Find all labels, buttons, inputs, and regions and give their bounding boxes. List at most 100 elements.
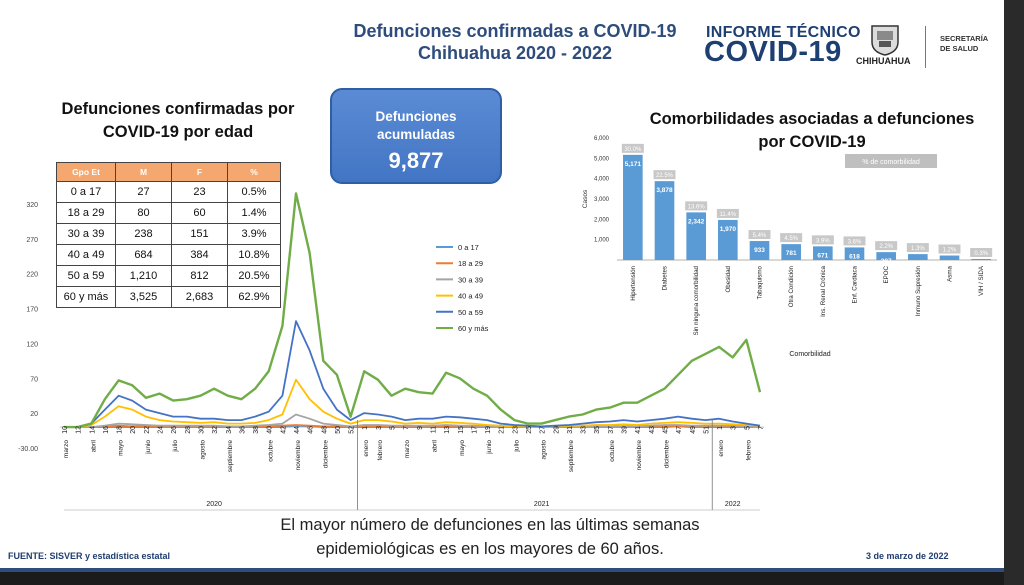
line-month-label: febrero <box>745 440 752 461</box>
line-week-label: 27 <box>540 426 547 434</box>
bar-legend-swatch <box>845 154 937 168</box>
table-cell: 40 a 49 <box>56 244 116 266</box>
bar-percent-badge <box>653 170 676 180</box>
bar-percent-badge <box>843 236 866 246</box>
conclusion-note: El mayor número de defunciones en las úl… <box>210 513 770 561</box>
bar-category-label: Otra Condición <box>788 265 795 307</box>
line-week-label: 44 <box>294 426 301 434</box>
line-month-label: junio <box>145 440 152 455</box>
bar-percent-label: 3.6% <box>848 239 862 245</box>
line-year-label: 2022 <box>725 501 741 508</box>
bar-percent-label: 5.4% <box>753 233 767 239</box>
bar-y-tick-label: 5,000 <box>594 156 610 162</box>
line-month-label: marzo <box>63 440 70 458</box>
table-row: 30 a 39 238 151 3.9% <box>56 223 281 245</box>
line-week-label: 37 <box>608 426 615 434</box>
table-cell: 50 a 59 <box>56 265 116 287</box>
line-week-label: 12 <box>76 426 83 434</box>
conclusion-line1: El mayor número de defunciones en las úl… <box>280 516 700 534</box>
bar-category-label: VIH / SIDA <box>978 265 985 296</box>
line-month-label: julio <box>513 440 520 453</box>
kpi-label-line1: Defunciones <box>375 109 457 124</box>
line-week-label: 7 <box>758 426 765 430</box>
line-legend-label: 0 a 17 <box>458 243 479 252</box>
line-week-label: 3 <box>376 426 383 430</box>
bar-y-tick-label: 6,000 <box>594 136 610 142</box>
line-month-label: septiembre <box>227 440 234 473</box>
line-week-label: 38 <box>253 426 260 434</box>
comorbidity-bar <box>623 154 643 260</box>
table-cell: 1,210 <box>115 265 172 287</box>
comorbidity-bar <box>971 258 991 260</box>
bar-percent-label: 1.3% <box>911 246 925 252</box>
age-heading-line2: COVID-19 por edad <box>102 123 254 141</box>
line-week-label: 28 <box>185 426 192 434</box>
bar-percent-label: 1.2% <box>943 248 957 254</box>
bar-percent-label: 3.9% <box>816 238 830 244</box>
line-week-label: 1 <box>717 426 724 430</box>
table-cell: 1.4% <box>227 202 281 224</box>
line-week-label: 24 <box>158 426 165 434</box>
report-title-line2: Chihuahua 2020 - 2022 <box>417 43 613 63</box>
bar-percent-badge <box>938 244 961 254</box>
line-week-label: 31 <box>567 426 574 434</box>
line-month-label: octubre <box>609 440 616 462</box>
bar-y-tick-label: 3,000 <box>594 197 610 203</box>
table-cell: 18 a 29 <box>56 202 116 224</box>
table-cell: 0.5% <box>227 181 281 203</box>
bar-category-label: EPOC <box>883 265 890 283</box>
line-week-label: 16 <box>103 426 110 434</box>
chihuahua-shield-icon <box>871 25 899 56</box>
comorbidity-bar <box>908 254 928 260</box>
table-cell: 27 <box>115 181 172 203</box>
age-table-header: F <box>171 162 228 182</box>
bar-value-label: 5,171 <box>625 161 642 168</box>
bar-percent-label: 11.4% <box>720 212 737 218</box>
line-week-label: 35 <box>594 426 601 434</box>
line-month-label: diciembre <box>322 440 329 469</box>
line-year-label: 2020 <box>206 501 222 508</box>
comorbidity-bar <box>749 241 770 260</box>
bar-percent-badge <box>780 233 803 243</box>
bar-category-label: Ins. Renal Crónica <box>820 265 827 316</box>
bar-percent-badge <box>811 235 834 245</box>
secretaria-label: SECRETARÍA DE SALUD <box>940 34 1000 54</box>
bar-category-label: Asma <box>947 265 954 281</box>
line-series-30-a-39 <box>64 413 761 429</box>
kpi-label-line2: acumuladas <box>376 127 456 142</box>
bar-percent-label: 22.5% <box>656 173 674 179</box>
line-week-label: 30 <box>198 426 205 434</box>
line-week-label: 32 <box>212 426 219 434</box>
line-year-label: 2021 <box>534 501 550 508</box>
comorbidity-bar <box>654 181 675 260</box>
line-month-label: abril <box>90 439 97 452</box>
line-month-label: enero <box>718 440 725 457</box>
line-month-label: febrero <box>377 440 384 461</box>
bar-percent-badge <box>748 230 771 240</box>
table-cell: 60 <box>171 202 228 224</box>
bar-percent-label: 13.6% <box>688 204 706 210</box>
line-legend-label: 60 y más <box>458 324 489 333</box>
table-cell: 0 a 17 <box>56 181 116 203</box>
line-week-label: 15 <box>458 426 465 434</box>
line-week-label: 19 <box>485 426 492 434</box>
line-month-label: noviembre <box>295 440 302 471</box>
brand-informe-label: INFORME TÉCNICO <box>706 24 861 41</box>
bar-y-tick-label: 4,000 <box>594 177 610 183</box>
table-row: 40 a 49 684 384 10.8% <box>56 244 281 266</box>
line-y-tick-label: 320 <box>26 202 38 209</box>
line-month-label: marzo <box>404 440 411 458</box>
age-table-header: % <box>227 162 281 182</box>
line-week-label: 3 <box>731 426 738 430</box>
line-legend-label: 18 a 29 <box>458 259 483 268</box>
line-week-label: 18 <box>117 426 124 434</box>
bar-percent-badge <box>906 243 929 253</box>
line-week-label: 26 <box>171 426 178 434</box>
secretaria-line1: SECRETARÍA <box>940 34 989 43</box>
comorbidity-heading-line2: por COVID-19 <box>758 133 866 151</box>
bar-value-label: 781 <box>786 250 797 257</box>
line-week-label: 11 <box>430 426 437 433</box>
line-legend-label: 30 a 39 <box>458 275 483 284</box>
age-section-heading: Defunciones confirmadas por COVID-19 por… <box>46 98 310 144</box>
bar-category-label: Diabetes <box>662 266 669 290</box>
